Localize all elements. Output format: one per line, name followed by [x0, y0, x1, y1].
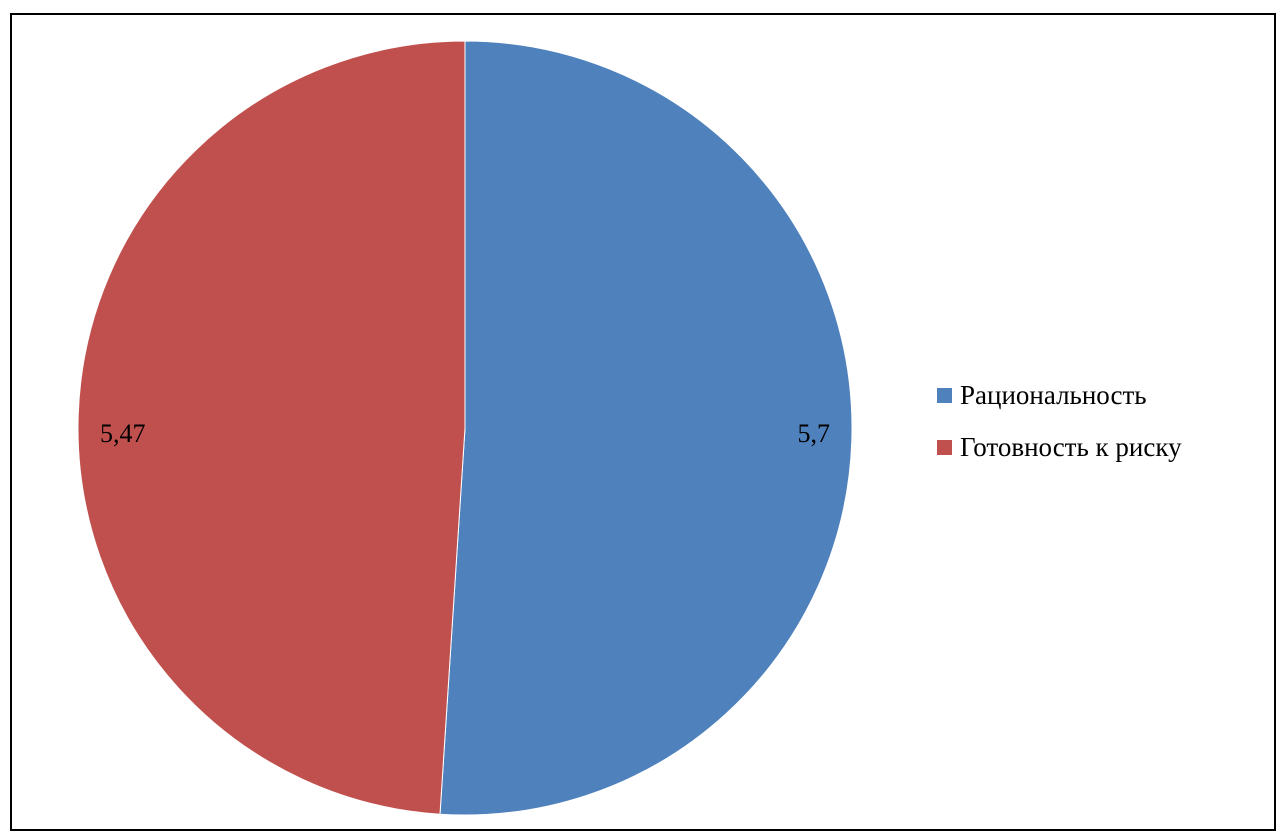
- legend-swatch-risk-readiness: [937, 439, 952, 455]
- slice-rationality: [439, 40, 853, 816]
- pie-data-labels: 5,7 5,47: [100, 419, 830, 448]
- legend-label-rationality: Рациональность: [960, 379, 1147, 410]
- legend-label-risk-readiness: Готовность к риску: [960, 431, 1182, 462]
- data-label-risk-readiness: 5,47: [100, 419, 146, 448]
- slice-risk-readiness: [77, 40, 466, 815]
- data-label-rationality: 5,7: [798, 419, 831, 448]
- chart-legend: Рациональность Готовность к риску: [937, 380, 1182, 484]
- pie-slices: [77, 40, 853, 816]
- legend-item-risk-readiness: Готовность к риску: [937, 432, 1182, 462]
- legend-swatch-rationality: [937, 387, 952, 403]
- legend-item-rationality: Рациональность: [937, 380, 1182, 410]
